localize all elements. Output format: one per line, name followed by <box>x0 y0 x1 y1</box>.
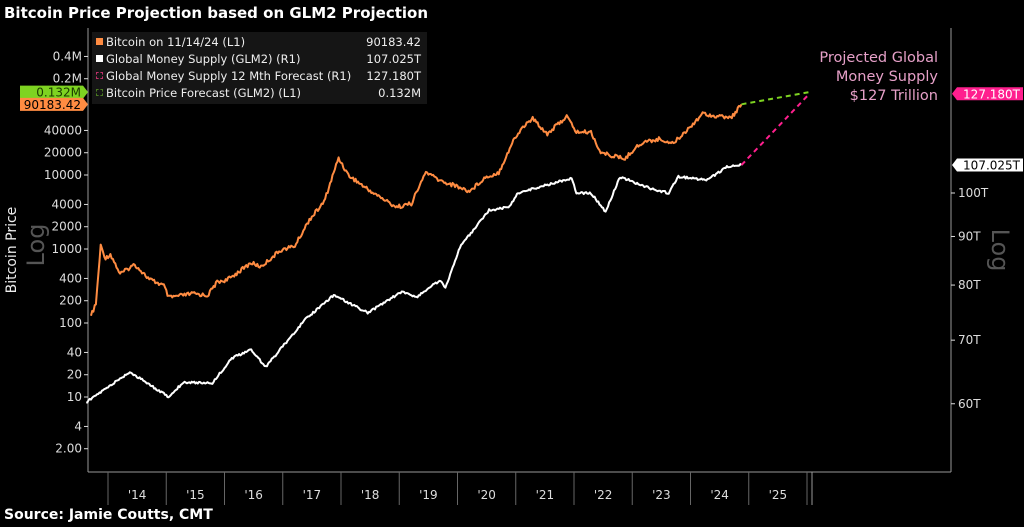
x-tick-label: '24 <box>710 488 729 502</box>
left-tick-label: 0.4M <box>53 49 82 63</box>
x-tick-label: '18 <box>361 488 380 502</box>
x-tick-label: '20 <box>477 488 496 502</box>
series-line-glm2 <box>86 163 743 404</box>
annotation-line: Projected Global <box>819 50 938 66</box>
legend-swatch <box>96 89 103 96</box>
source-note: Source: Jamie Coutts, CMT <box>4 507 213 523</box>
legend-value: 107.025T <box>366 52 421 66</box>
glm2-forecast-tag: 127.180T <box>963 87 1021 101</box>
legend: Bitcoin on 11/14/24 (L1) 90183.42 Global… <box>92 32 427 104</box>
x-tick-label: '14 <box>128 488 147 502</box>
legend-label: Bitcoin on 11/14/24 (L1) <box>106 35 246 49</box>
legend-item-bitcoin: Bitcoin on 11/14/24 (L1) <box>96 35 245 49</box>
series-line-glm2-forecast <box>740 93 811 166</box>
legend-item-btc-forecast: Bitcoin Price Forecast (GLM2) (L1) <box>96 86 301 100</box>
x-tick-label: '22 <box>594 488 613 502</box>
left-axis-scale-label: Log <box>22 224 50 267</box>
legend-item-glm2: Global Money Supply (GLM2) (R1) <box>96 52 300 66</box>
btc-forecast-tag: 0.132M <box>36 86 81 100</box>
left-tick-label: 2.00 <box>55 442 82 456</box>
annotation-line: $127 Trillion <box>850 88 938 104</box>
right-tick-label: 70T <box>958 333 981 347</box>
right-tick-label: 100T <box>958 186 989 200</box>
annotation-line: Money Supply <box>836 69 939 85</box>
legend-swatch <box>96 38 103 45</box>
series-line-btc-forecast <box>741 91 810 106</box>
left-tick-label: 100 <box>59 316 82 330</box>
right-axis-scale-label: Log <box>986 229 1014 272</box>
left-tick-label: 4000 <box>51 197 82 211</box>
x-tick-label: '16 <box>244 488 263 502</box>
right-tick-label: 80T <box>958 278 981 292</box>
x-tick-label: '25 <box>769 488 788 502</box>
left-tick-label: 0.2M <box>53 72 82 86</box>
series-line-bitcoin <box>90 103 743 317</box>
glm2-forecast-tag-bg <box>952 87 1023 101</box>
btc-last-tag: 90183.42 <box>24 98 81 112</box>
left-tick-label: 10000 <box>44 168 82 182</box>
glm2-last-tag: 107.025T <box>963 158 1021 172</box>
left-tick-label: 40000 <box>44 123 82 137</box>
glm2-last-tag-bg <box>952 158 1023 172</box>
left-tick-label: 400 <box>59 271 82 285</box>
left-tick-label: 200 <box>59 294 82 308</box>
btc-forecast-tag-bg <box>20 85 88 99</box>
x-tick-label: '23 <box>652 488 671 502</box>
left-tick-label: 4 <box>74 419 82 433</box>
right-tick-label: 90T <box>958 229 981 243</box>
left-tick-label: 2000 <box>51 220 82 234</box>
chart-title: Bitcoin Price Projection based on GLM2 P… <box>4 4 429 22</box>
legend-label: Global Money Supply (GLM2) (R1) <box>106 52 301 66</box>
legend-swatch <box>96 72 103 79</box>
legend-label: Bitcoin Price Forecast (GLM2) (L1) <box>106 86 302 100</box>
x-tick-label: '19 <box>419 488 438 502</box>
legend-value: 90183.42 <box>366 35 421 49</box>
x-tick-label: '21 <box>536 488 555 502</box>
left-tick-label: 20000 <box>44 146 82 160</box>
left-tick-label: 1000 <box>51 242 82 256</box>
legend-label: Global Money Supply 12 Mth Forecast (R1) <box>106 69 352 83</box>
legend-swatch <box>96 55 103 62</box>
left-tick-label: 40 <box>67 345 82 359</box>
left-tick-label: 10 <box>67 390 82 404</box>
legend-value: 0.132M <box>378 86 421 100</box>
right-tick-label: 60T <box>958 397 981 411</box>
legend-value: 127.180T <box>366 69 421 83</box>
x-tick-label: '17 <box>303 488 322 502</box>
x-tick-label: '15 <box>186 488 205 502</box>
left-tick-label: 20 <box>67 368 82 382</box>
btc-last-tag-bg <box>20 97 88 111</box>
legend-item-glm2-forecast: Global Money Supply 12 Mth Forecast (R1) <box>96 69 351 83</box>
left-axis-label: Bitcoin Price <box>4 207 20 294</box>
